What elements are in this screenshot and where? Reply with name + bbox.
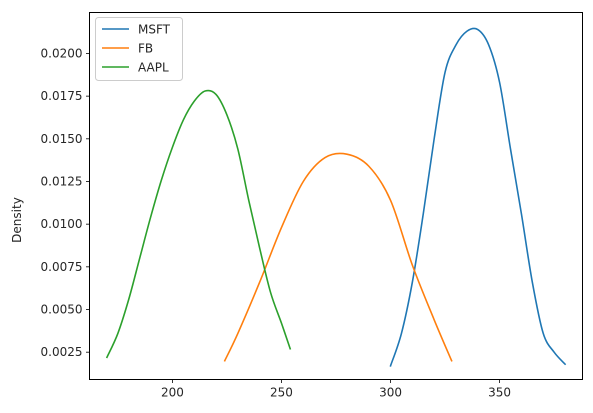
y-axis-label: Density xyxy=(10,197,24,243)
series-line-msft xyxy=(389,27,567,367)
plot-area xyxy=(105,27,567,367)
legend-label-fb: FB xyxy=(138,42,153,56)
y-axis-ticks: 0.0025 0.0050 0.0075 0.0100 0.0125 0.0150 0.01… xyxy=(41,46,90,359)
series-line-aapl xyxy=(105,89,292,359)
x-tick-label: 250 xyxy=(270,386,293,400)
legend-label-msft: MSFT xyxy=(138,23,171,37)
y-tick-label: 0.0100 xyxy=(41,217,83,231)
x-tick-label: 350 xyxy=(488,386,511,400)
y-tick-label: 0.0025 xyxy=(41,345,83,359)
series-line-fb xyxy=(223,152,453,362)
y-tick-label: 0.0175 xyxy=(41,89,83,103)
legend: MSFT FB AAPL xyxy=(95,17,183,81)
y-tick-label: 0.0150 xyxy=(41,132,83,146)
legend-box xyxy=(95,17,183,81)
y-tick-label: 0.0050 xyxy=(41,303,83,317)
x-tick-label: 200 xyxy=(161,386,184,400)
legend-label-aapl: AAPL xyxy=(138,61,169,75)
y-tick-label: 0.0125 xyxy=(41,174,83,188)
x-tick-label: 300 xyxy=(379,386,402,400)
y-tick-label: 0.0075 xyxy=(41,260,83,274)
plot-frame xyxy=(89,12,583,380)
y-tick-label: 0.0200 xyxy=(41,46,83,60)
x-axis-ticks: 200 250 300 350 xyxy=(161,379,511,400)
